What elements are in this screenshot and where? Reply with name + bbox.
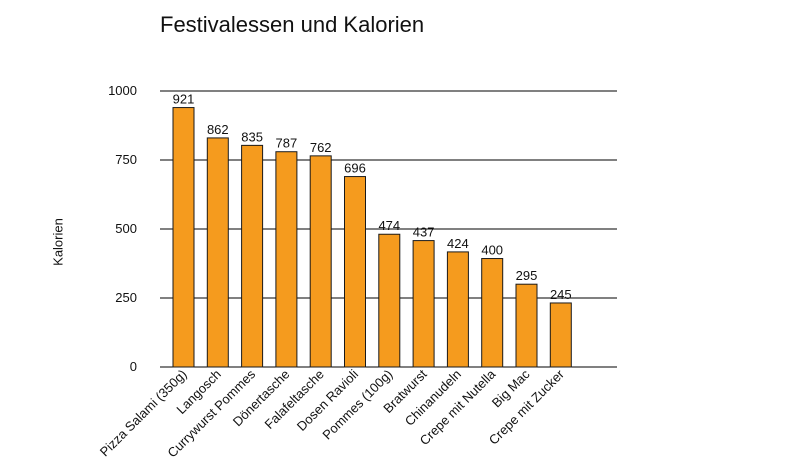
data-label: 424 <box>447 236 469 251</box>
bar <box>206 137 229 368</box>
bar <box>344 176 366 368</box>
y-tick-label: 750 <box>115 152 137 167</box>
y-tick-label: 1000 <box>108 83 137 98</box>
data-label: 921 <box>173 92 195 107</box>
data-label: 787 <box>276 136 298 151</box>
bar <box>549 302 572 368</box>
y-tick-label: 500 <box>115 221 137 236</box>
bar <box>481 258 504 368</box>
chart-title: Festivalessen und Kalorien <box>160 12 425 37</box>
data-label: 295 <box>516 268 538 283</box>
data-label: 835 <box>241 129 263 144</box>
bar <box>241 144 264 368</box>
data-label: 245 <box>550 287 572 302</box>
bar <box>446 251 469 368</box>
data-label: 437 <box>413 225 435 240</box>
y-tick-label: 250 <box>115 290 137 305</box>
bar <box>515 283 538 368</box>
bar <box>412 240 435 368</box>
bar <box>275 151 298 368</box>
data-label: 862 <box>207 122 229 137</box>
bar <box>378 233 401 368</box>
bar <box>309 155 332 368</box>
data-label: 762 <box>310 140 332 155</box>
data-label: 474 <box>378 218 400 233</box>
y-tick-label: 0 <box>130 359 137 374</box>
bar <box>172 107 195 368</box>
data-label: 696 <box>344 161 366 176</box>
data-label: 400 <box>481 243 503 258</box>
